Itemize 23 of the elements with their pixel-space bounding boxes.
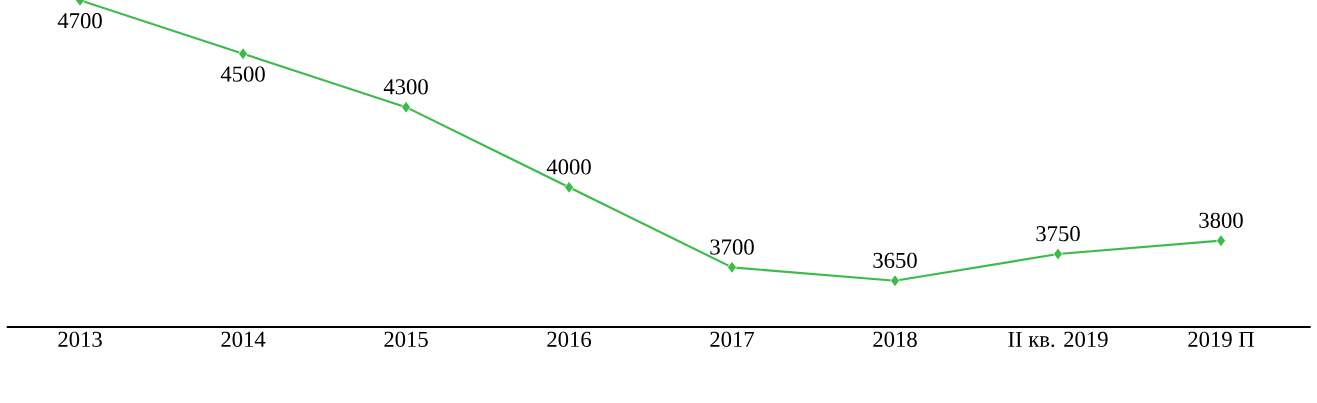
data-label: 3800 [1199,212,1243,228]
point [1216,234,1226,248]
x-tick-label: 2013 [58,331,102,347]
point [1053,247,1063,261]
point [238,47,248,61]
x-tick-label: 2017 [710,331,755,347]
x-tick-label: 2019 П [1188,331,1255,347]
data-label: 4000 [546,159,591,175]
point [890,274,900,288]
data-label: 4300 [383,79,428,95]
point [564,180,574,194]
x-tick-label: 2018 [873,331,917,347]
point [401,100,411,114]
data-label: 4700 [57,13,102,29]
x-tick-label: 2015 [384,331,428,347]
x-tick-label: 2014 [221,331,266,347]
x-tick-label: II кв. 2019 [1008,331,1108,348]
x-tick-label: 2016 [547,331,592,347]
data-label: 3700 [710,239,754,255]
data-label: 4500 [220,66,265,82]
point [727,260,737,274]
data-label: 3750 [1036,226,1080,242]
data-label: 3650 [873,252,917,269]
